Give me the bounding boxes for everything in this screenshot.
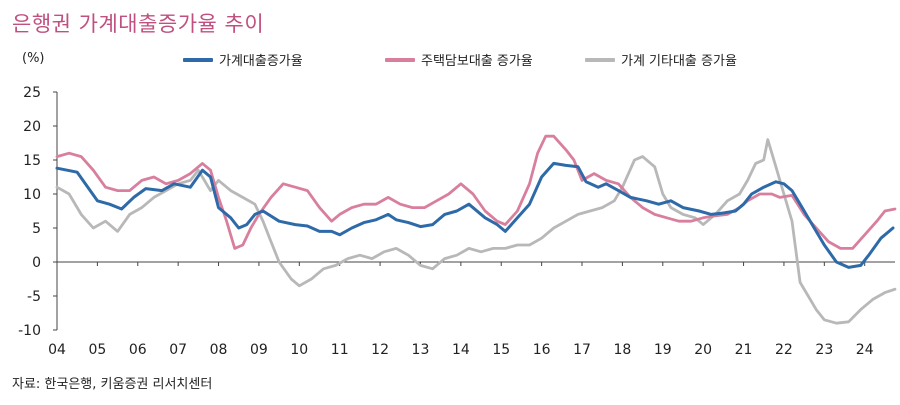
x-tick-label: 04	[48, 342, 66, 358]
x-tick-label: 12	[371, 342, 389, 358]
x-tick-label: 06	[129, 342, 147, 358]
y-tick-label: 5	[32, 221, 41, 237]
y-tick-label: -5	[27, 289, 41, 305]
legend-label-household-loan: 가계대출증가율	[219, 54, 303, 69]
x-tick-label: 13	[412, 342, 430, 358]
x-tick-label: 08	[210, 342, 228, 358]
y-tick-label: 15	[23, 153, 41, 169]
x-tick-label: 05	[88, 342, 106, 358]
series-line-mortgage	[55, 134, 897, 250]
legend-item-mortgage: 주택담보대출 증가율	[385, 50, 533, 69]
series-line-other-loan	[55, 138, 897, 325]
x-tick-label: 10	[290, 342, 308, 358]
y-axis-unit: (%)	[22, 51, 45, 66]
legend-label-other-loan: 가계 기타대출 증가율	[621, 54, 737, 69]
y-tick-label: 20	[23, 119, 41, 135]
chart-title: 은행권 가계대출증가율 추이	[12, 12, 265, 36]
x-tick-label: 07	[169, 342, 187, 358]
x-tick-label: 09	[250, 342, 268, 358]
legend: 가계대출증가율 주택담보대출 증가율 가계 기타대출 증가율	[0, 50, 900, 70]
legend-item-household-loan: 가계대출증가율	[183, 50, 303, 69]
source-note: 자료: 한국은행, 키움증권 리서치센터	[12, 377, 213, 392]
x-tick-label: 24	[856, 342, 874, 358]
x-tick-label: 17	[573, 342, 591, 358]
legend-swatch-other-loan	[585, 57, 615, 62]
legend-label-mortgage: 주택담보대출 증가율	[421, 54, 533, 69]
x-tick-label: 23	[815, 342, 833, 358]
x-tick-label: 14	[452, 342, 470, 358]
series-line-household-loan	[55, 161, 895, 269]
x-tick-label: 21	[735, 342, 753, 358]
y-tick-label: 0	[32, 255, 41, 271]
x-tick-label: 18	[613, 342, 631, 358]
y-tick-label: -10	[18, 323, 41, 339]
y-tick-label: 25	[23, 85, 41, 101]
x-tick-label: 16	[533, 342, 551, 358]
x-tick-label: 19	[654, 342, 672, 358]
legend-swatch-mortgage	[385, 57, 415, 62]
x-tick-label: 22	[775, 342, 793, 358]
legend-swatch-household-loan	[183, 57, 213, 62]
x-tick-label: 15	[492, 342, 510, 358]
y-tick-label: 10	[23, 187, 41, 203]
legend-item-other-loan: 가계 기타대출 증가율	[585, 50, 737, 69]
x-tick-label: 20	[694, 342, 712, 358]
x-tick-label: 11	[331, 342, 349, 358]
